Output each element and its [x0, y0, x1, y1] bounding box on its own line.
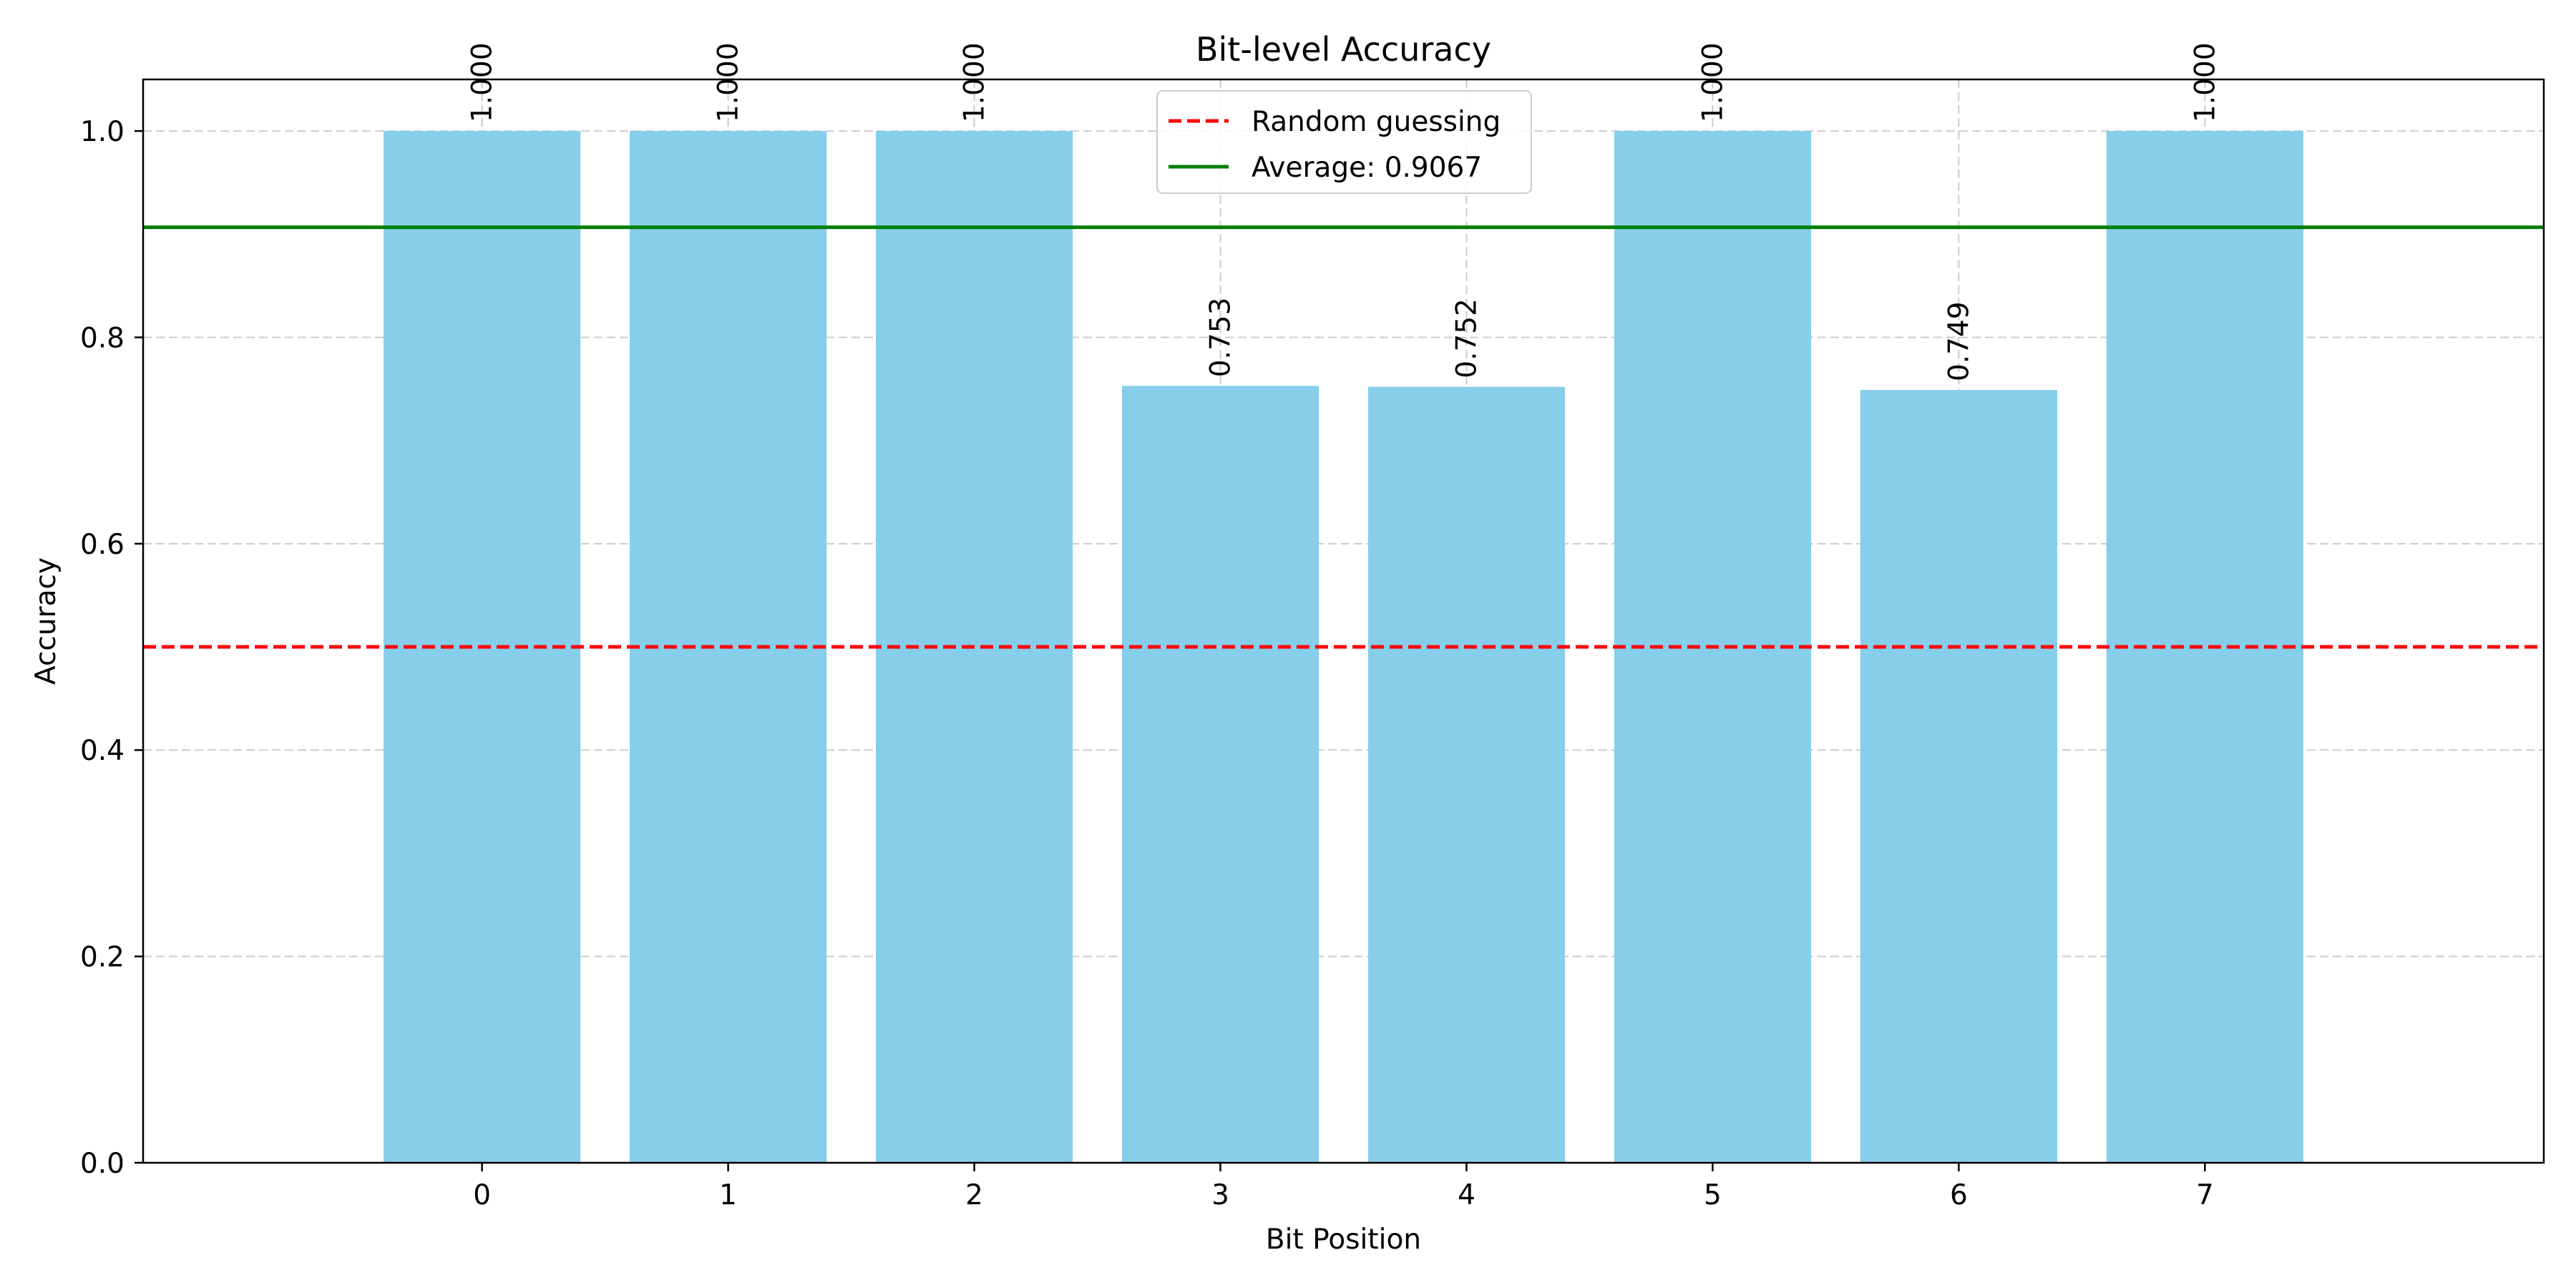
legend-label-random: Random guessing — [1252, 106, 1501, 138]
y-tick-label: 0.8 — [80, 322, 125, 354]
x-axis-ticks: 0 1 2 3 4 5 6 7 — [473, 1163, 2214, 1211]
legend: Random guessing Average: 0.9067 — [1156, 90, 1532, 194]
data-label-4: 0.752 — [1450, 298, 1483, 379]
y-tick-label: 0.2 — [80, 942, 125, 974]
x-tick-label-1: 1 — [719, 1179, 737, 1211]
data-labels: 1.000 1.000 1.000 0.753 0.752 1.000 0.749 1.000 — [467, 42, 2222, 381]
bar-3 — [1121, 386, 1319, 1163]
x-tick-label-7: 7 — [2196, 1179, 2214, 1211]
y-tick-label: 0.4 — [80, 735, 125, 767]
y-tick-label: 0.6 — [80, 529, 125, 561]
y-tick-label: 1.0 — [80, 116, 125, 148]
x-tick-label-6: 6 — [1950, 1179, 1968, 1211]
y-tick-label: 0.0 — [80, 1148, 125, 1180]
bar-6 — [1860, 390, 2057, 1163]
y-axis-ticks: 0.0 0.2 0.4 0.6 0.8 1.0 — [80, 116, 143, 1180]
data-label-3: 0.753 — [1205, 298, 1237, 378]
x-tick-label-0: 0 — [473, 1179, 491, 1211]
data-label-1: 1.000 — [713, 42, 745, 122]
data-label-5: 1.000 — [1697, 42, 1729, 122]
legend-box — [1156, 90, 1532, 194]
bar-4 — [1367, 386, 1566, 1163]
y-axis-label: Accuracy — [30, 557, 62, 685]
x-axis-label: Bit Position — [1266, 1224, 1421, 1256]
data-label-7: 1.000 — [2189, 42, 2221, 122]
data-label-0: 1.000 — [467, 42, 499, 122]
data-label-2: 1.000 — [959, 42, 991, 122]
axes-frame — [142, 78, 2545, 1164]
x-tick-label-4: 4 — [1458, 1179, 1475, 1211]
data-label-6: 0.749 — [1943, 301, 1975, 381]
reference-lines — [143, 225, 2544, 649]
x-tick-label-3: 3 — [1211, 1179, 1229, 1211]
chart-title: Bit-level Accuracy — [1196, 30, 1491, 69]
legend-label-average: Average: 0.9067 — [1252, 152, 1482, 184]
x-tick-label-2: 2 — [965, 1179, 983, 1211]
x-tick-label-5: 5 — [1704, 1179, 1722, 1211]
